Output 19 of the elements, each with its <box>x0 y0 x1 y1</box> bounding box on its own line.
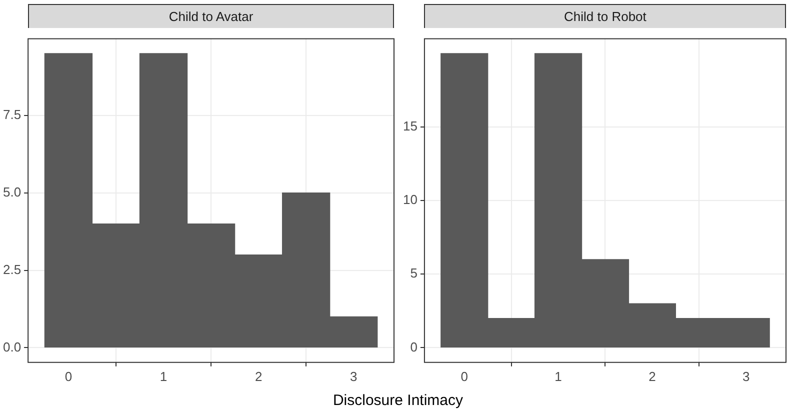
x-tick-label: 1 <box>160 368 168 384</box>
x-tick-label: 0 <box>64 368 72 384</box>
x-axis-title: Disclosure Intimacy <box>332 392 464 409</box>
chart-title: Child to Avatar <box>28 4 394 28</box>
y-tick-label: 5.0 <box>2 184 22 200</box>
y-tick-label: 0.0 <box>2 339 22 354</box>
chart-title: Child to Robot <box>424 4 786 28</box>
x-tick-label: 1 <box>554 368 562 384</box>
y-tick-label: 7.5 <box>2 107 22 122</box>
x-tick-label: 3 <box>350 368 358 384</box>
x-tick-label: 2 <box>254 368 262 384</box>
x-tick-label: 2 <box>648 368 656 384</box>
x-tick-label: 3 <box>742 368 750 384</box>
y-tick-label: 15 <box>402 118 418 134</box>
x-tick-label: 0 <box>460 368 468 384</box>
y-tick-label: 2.5 <box>2 262 22 277</box>
y-tick-label: 10 <box>402 192 418 208</box>
y-tick-label: 0 <box>410 339 418 354</box>
y-tick-label: 5 <box>410 266 418 281</box>
